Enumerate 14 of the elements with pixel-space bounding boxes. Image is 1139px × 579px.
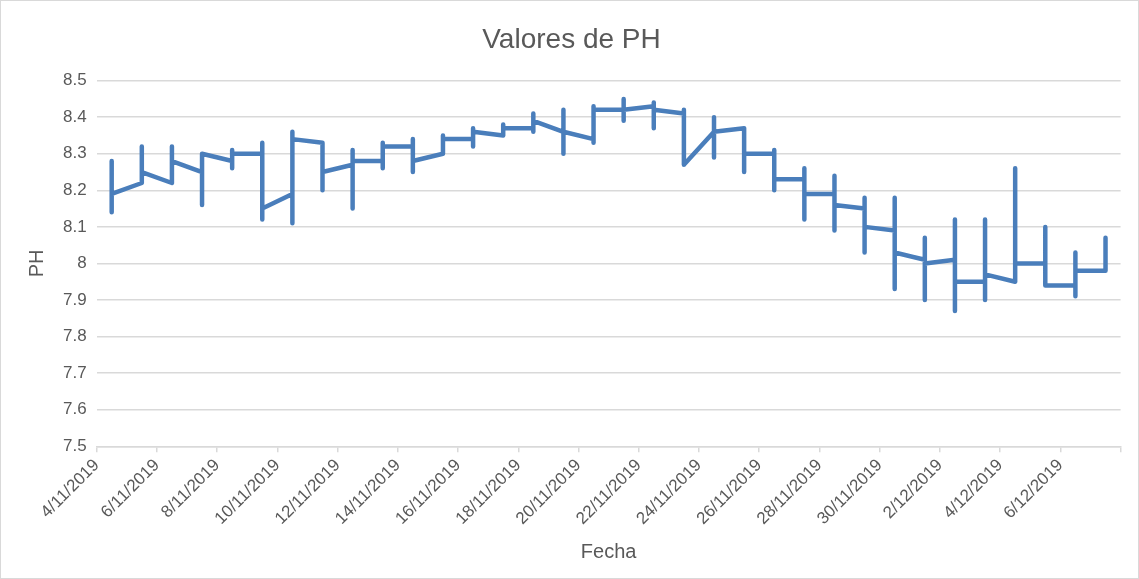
x-axis-title: Fecha [580,539,638,562]
chart-title: Valores de PH [482,22,661,54]
y-tick-label: 7.8 [62,326,87,346]
y-tick-label: 8.4 [62,106,87,126]
y-tick-label: 8 [77,253,87,273]
y-tick-label: 8.3 [62,143,87,163]
y-tick-label: 7.9 [62,289,87,309]
y-tick-label: 8.2 [62,180,87,199]
y-axis-title: PH [24,249,47,278]
y-tick-label: 8.1 [62,216,87,236]
y-tick-label: 7.5 [62,435,87,455]
y-tick-label: 7.7 [62,362,87,382]
y-tick-label: 7.6 [62,399,87,419]
y-tick-label: 8.5 [62,70,87,90]
